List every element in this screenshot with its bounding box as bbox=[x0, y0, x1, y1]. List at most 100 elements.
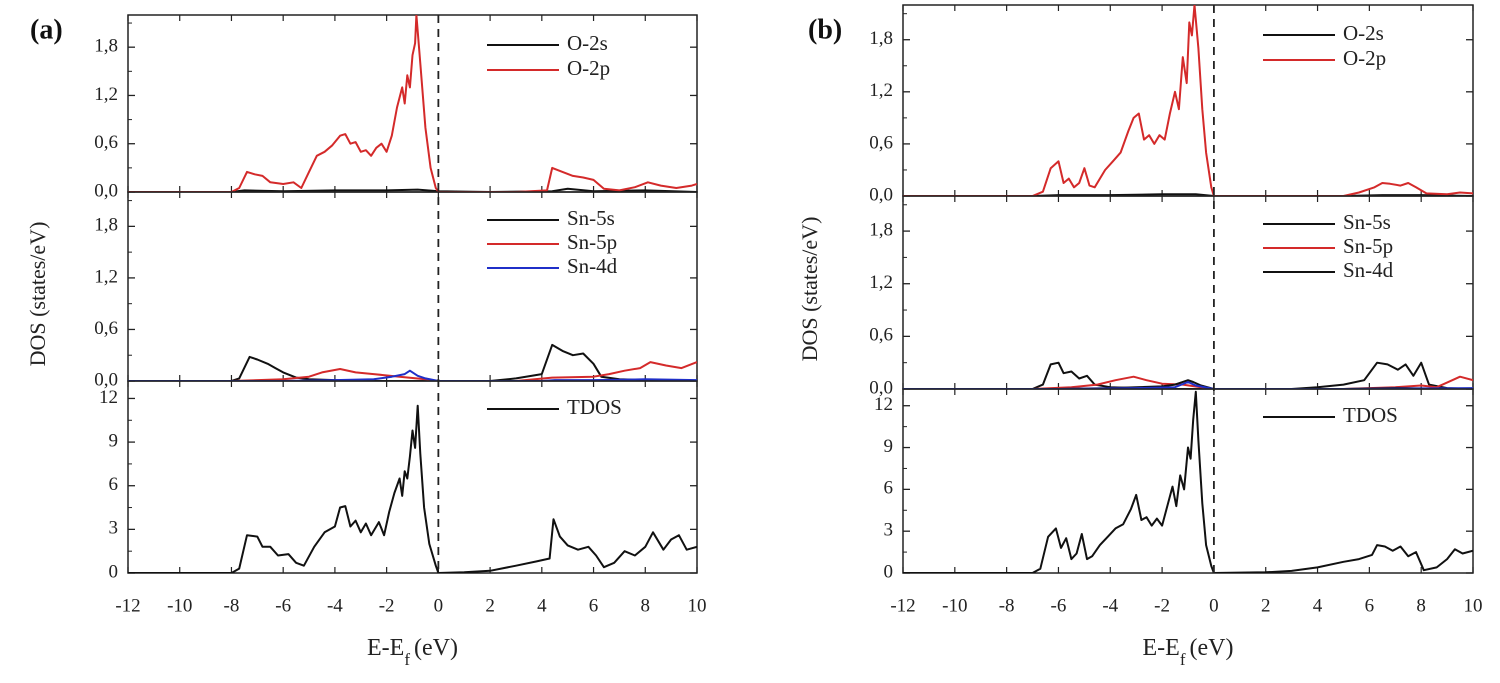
plot-area bbox=[903, 361, 1473, 389]
subplot-3: 0 3 6 9 12 TDOS bbox=[874, 388, 1474, 582]
y-tick-label: 1,2 bbox=[869, 80, 893, 101]
x-tick-label: 6 bbox=[1365, 595, 1375, 616]
y-tick-label: 0,6 bbox=[94, 318, 118, 339]
x-tick-label: -8 bbox=[999, 595, 1015, 616]
y-tick-label: 0,6 bbox=[869, 132, 893, 153]
x-tick-label: 2 bbox=[1261, 595, 1271, 616]
subplot-frame bbox=[127, 380, 698, 574]
y-tick-label: 1,8 bbox=[869, 28, 893, 49]
x-tick-label: -6 bbox=[275, 595, 291, 616]
y-tick-label: 9 bbox=[884, 436, 894, 457]
plot-area bbox=[128, 15, 697, 192]
y-tick-label: 6 bbox=[109, 474, 119, 495]
legend-label: Sn-4d bbox=[567, 254, 618, 278]
y-tick-label: 0,0 bbox=[869, 184, 893, 205]
y-tick-label: 3 bbox=[884, 520, 894, 541]
series-line-o-2p bbox=[903, 5, 1473, 196]
legend-label: O-2p bbox=[567, 56, 610, 80]
legend-label: Sn-5s bbox=[567, 206, 615, 230]
y-tick-label: 0,6 bbox=[869, 325, 893, 346]
x-tick-label: -10 bbox=[942, 595, 967, 616]
legend-label: O-2s bbox=[1343, 21, 1384, 45]
y-axis-label: DOS (states/eV) bbox=[25, 222, 50, 367]
y-tick-label: 0 bbox=[109, 561, 119, 582]
x-tick-label: 0 bbox=[1209, 595, 1219, 616]
x-label-main: E-E bbox=[1143, 635, 1180, 661]
y-tick-label: 1,2 bbox=[869, 272, 893, 293]
plot-area bbox=[903, 390, 1473, 573]
y-tick-label: 0,0 bbox=[94, 369, 118, 390]
series-line-sn-5s bbox=[903, 361, 1473, 389]
y-tick-label: 0 bbox=[884, 561, 894, 582]
legend-label: TDOS bbox=[1343, 403, 1398, 427]
panel-label: (b) bbox=[808, 14, 842, 45]
y-tick-label: 1,8 bbox=[94, 36, 118, 57]
series-line-sn-4d bbox=[128, 369, 697, 381]
series-line-tdos bbox=[903, 390, 1473, 573]
x-tick-label: -10 bbox=[167, 595, 192, 616]
y-tick-label: 0,6 bbox=[94, 132, 118, 153]
x-tick-label: -8 bbox=[224, 595, 240, 616]
x-tick-label: 0 bbox=[434, 595, 444, 616]
y-tick-label: 12 bbox=[874, 394, 893, 415]
legend-label: Sn-5s bbox=[1343, 210, 1391, 234]
panel-label: (a) bbox=[30, 14, 63, 45]
legend-label: Sn-5p bbox=[1343, 234, 1393, 258]
plot-area bbox=[128, 404, 697, 573]
x-label-unit: (eV) bbox=[414, 635, 458, 661]
y-tick-label: 1,8 bbox=[869, 219, 893, 240]
y-tick-label: 1,2 bbox=[94, 84, 118, 105]
x-tick-label: 2 bbox=[485, 595, 495, 616]
y-tick-label: 0,0 bbox=[869, 377, 893, 398]
y-axis-label: DOS (states/eV) bbox=[797, 217, 822, 362]
series-line-tdos bbox=[128, 404, 697, 573]
x-label-main: E-E bbox=[367, 635, 404, 661]
x-tick-label: -4 bbox=[327, 595, 343, 616]
chart-panel-a: (a)DOS (states/eV)0,00,61,21,8 O-2sO-2p0,… bbox=[25, 14, 707, 669]
y-tick-label: 9 bbox=[109, 430, 119, 451]
x-label-sub: f bbox=[404, 650, 410, 669]
legend-label: O-2p bbox=[1343, 46, 1386, 70]
y-tick-label: 1,2 bbox=[94, 266, 118, 287]
x-tick-label: -6 bbox=[1051, 595, 1067, 616]
series-line-sn-5p bbox=[128, 361, 697, 381]
x-tick-label: 6 bbox=[589, 595, 599, 616]
x-tick-label: -12 bbox=[115, 595, 140, 616]
subplot-frame bbox=[902, 388, 1474, 574]
plot-area bbox=[903, 5, 1473, 196]
x-tick-label: 10 bbox=[688, 595, 707, 616]
x-axis-label: E-Ef (eV) bbox=[367, 635, 458, 669]
y-tick-label: 3 bbox=[109, 518, 119, 539]
x-tick-label: -4 bbox=[1102, 595, 1118, 616]
y-tick-label: 12 bbox=[99, 387, 118, 408]
x-tick-label: -2 bbox=[1154, 595, 1170, 616]
x-tick-label: 4 bbox=[537, 595, 547, 616]
series-line-o-2s bbox=[128, 187, 697, 192]
subplot-1: 0,0 0,6 1,2 1,8 O-2sO-2p bbox=[869, 4, 1474, 205]
x-tick-label: 4 bbox=[1313, 595, 1323, 616]
legend-label: Sn-4d bbox=[1343, 258, 1394, 282]
legend-label: Sn-5p bbox=[567, 230, 617, 254]
legend-label: O-2s bbox=[567, 31, 608, 55]
x-tick-label: 10 bbox=[1464, 595, 1483, 616]
x-label-sub: f bbox=[1180, 650, 1186, 669]
series-line-sn-5s bbox=[128, 343, 697, 381]
x-axis-label: E-Ef (eV) bbox=[1143, 635, 1234, 669]
subplot-1: 0,0 0,6 1,2 1,8 O-2sO-2p bbox=[94, 14, 698, 201]
x-tick-label: 8 bbox=[641, 595, 651, 616]
y-tick-label: 1,8 bbox=[94, 215, 118, 236]
x-tick-label: -2 bbox=[379, 595, 395, 616]
plot-area bbox=[128, 343, 697, 381]
subplot-frame bbox=[127, 14, 698, 193]
y-tick-label: 0,0 bbox=[94, 180, 118, 201]
y-tick-label: 6 bbox=[884, 478, 894, 499]
x-label-unit: (eV) bbox=[1190, 635, 1234, 661]
subplot-3: 0 3 6 9 12 TDOS bbox=[99, 380, 698, 582]
x-tick-label: -12 bbox=[890, 595, 915, 616]
chart-panel-b: (b)DOS (states/eV)0,00,61,21,8 O-2sO-2p0,… bbox=[797, 4, 1483, 669]
x-tick-label: 8 bbox=[1416, 595, 1426, 616]
legend-label: TDOS bbox=[567, 395, 622, 419]
